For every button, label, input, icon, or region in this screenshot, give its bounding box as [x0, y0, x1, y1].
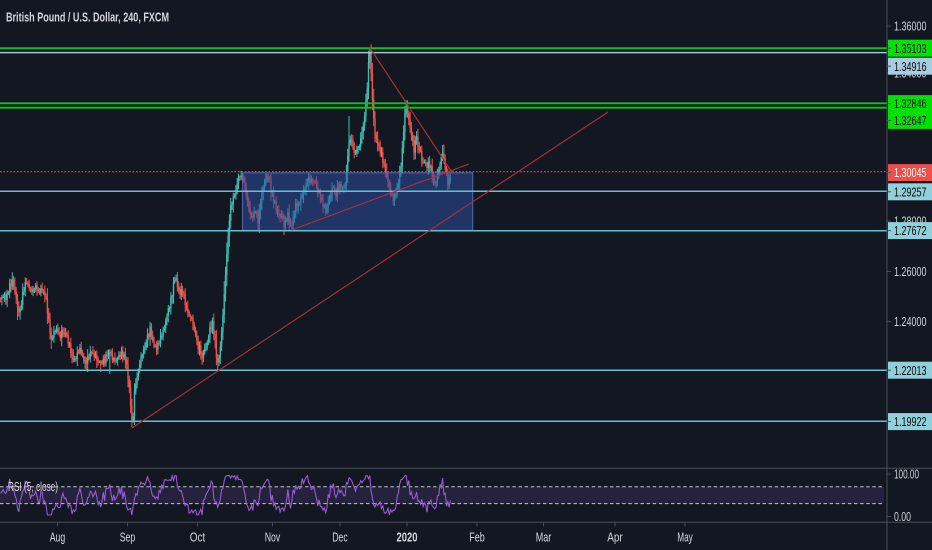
svg-text:Feb: Feb	[469, 530, 485, 545]
svg-text:British Pound / U.S. Dollar, 2: British Pound / U.S. Dollar, 240, FXCM	[6, 10, 169, 25]
svg-text:1.36000: 1.36000	[894, 19, 927, 34]
svg-text:1.29257: 1.29257	[894, 184, 927, 199]
svg-text:1.24000: 1.24000	[894, 314, 927, 329]
svg-text:Dec: Dec	[332, 530, 348, 545]
svg-text:1.30045: 1.30045	[894, 165, 927, 180]
svg-text:1.26000: 1.26000	[894, 264, 927, 279]
svg-text:Oct: Oct	[190, 530, 206, 545]
svg-text:2020: 2020	[397, 530, 418, 545]
svg-text:1.32846: 1.32846	[894, 96, 927, 111]
svg-text:100.00: 100.00	[894, 467, 919, 482]
svg-text:1.35103: 1.35103	[894, 41, 927, 56]
svg-text:1.34916: 1.34916	[894, 59, 927, 74]
svg-text:Apr: Apr	[607, 530, 623, 545]
svg-text:RSI (5, close): RSI (5, close)	[8, 479, 58, 494]
svg-text:1.22013: 1.22013	[894, 363, 927, 378]
svg-text:1.32647: 1.32647	[894, 113, 927, 128]
svg-text:Mar: Mar	[536, 530, 552, 545]
svg-text:Nov: Nov	[265, 530, 281, 545]
svg-text:Aug: Aug	[50, 530, 66, 545]
svg-text:1.27672: 1.27672	[894, 223, 927, 238]
svg-text:Sep: Sep	[120, 530, 136, 545]
svg-text:0.00: 0.00	[894, 509, 911, 524]
svg-text:1.19922: 1.19922	[894, 414, 927, 429]
svg-text:May: May	[677, 530, 693, 545]
